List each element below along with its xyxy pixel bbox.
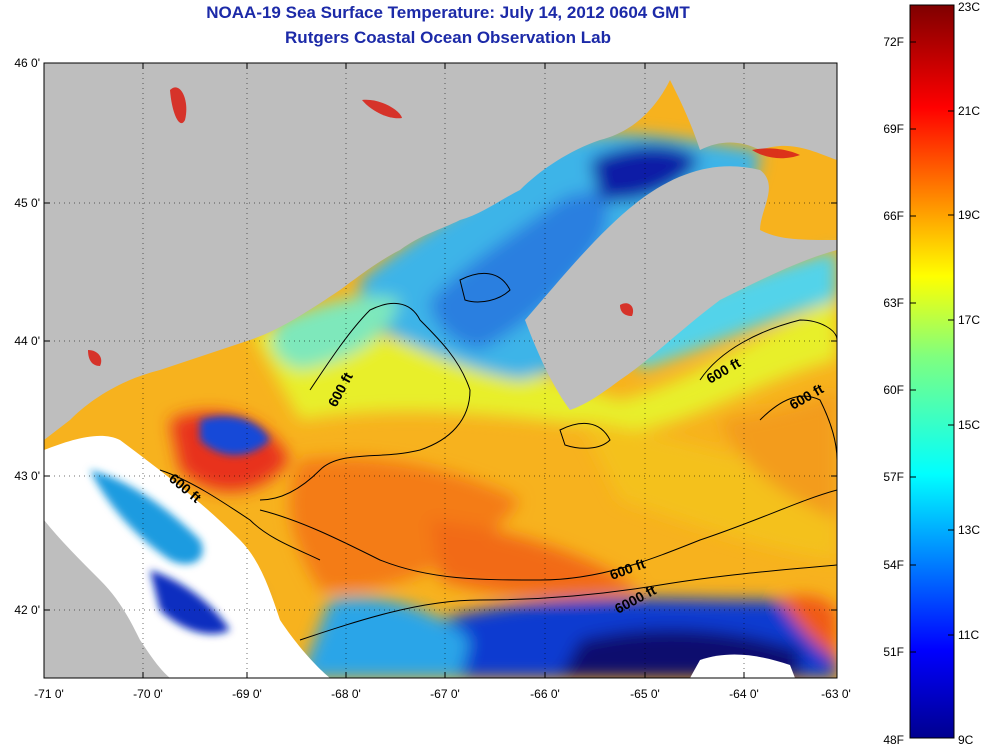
- colorbar-c-label: 21C: [958, 104, 980, 118]
- x-tick-label: -66 0': [530, 687, 560, 701]
- x-tick-label: -69 0': [232, 687, 262, 701]
- colorbar: 72F 69F 66F 63F 60F 57F 54F 51F 48F 23C …: [883, 0, 980, 747]
- colorbar-f-label: 69F: [883, 122, 904, 136]
- colorbar-c-label: 13C: [958, 523, 980, 537]
- y-tick-label: 45 0': [14, 196, 40, 210]
- x-tick-label: -67 0': [430, 687, 460, 701]
- colorbar-f-label: 51F: [883, 645, 904, 659]
- colorbar-c-label: 11C: [958, 628, 979, 642]
- x-tick-label: -64 0': [729, 687, 759, 701]
- map-title: NOAA-19 Sea Surface Temperature: July 14…: [206, 3, 690, 22]
- colorbar-c-label: 15C: [958, 418, 980, 432]
- x-tick-label: -63 0': [821, 687, 851, 701]
- colorbar-f-label: 72F: [883, 35, 904, 49]
- x-tick-label: -68 0': [331, 687, 361, 701]
- map-subtitle: Rutgers Coastal Ocean Observation Lab: [285, 28, 611, 47]
- y-tick-label: 44 0': [14, 334, 40, 348]
- y-tick-label: 46 0': [14, 56, 40, 70]
- colorbar-f-label: 57F: [883, 470, 904, 484]
- colorbar-c-label: 9C: [958, 733, 974, 747]
- x-tick-label: -70 0': [133, 687, 163, 701]
- colorbar-f-label: 48F: [883, 733, 904, 747]
- colorbar-f-label: 54F: [883, 558, 904, 572]
- colorbar-c-label: 17C: [958, 313, 980, 327]
- colorbar-f-label: 63F: [883, 296, 904, 310]
- colorbar-f-label: 60F: [883, 383, 904, 397]
- colorbar-f-label: 66F: [883, 209, 904, 223]
- colorbar-c-label: 23C: [958, 0, 980, 14]
- colorbar-c-label: 19C: [958, 208, 980, 222]
- y-tick-label: 42 0': [14, 603, 40, 617]
- x-tick-label: -65 0': [630, 687, 660, 701]
- x-tick-label: -71 0': [34, 687, 64, 701]
- y-tick-label: 43 0': [14, 469, 40, 483]
